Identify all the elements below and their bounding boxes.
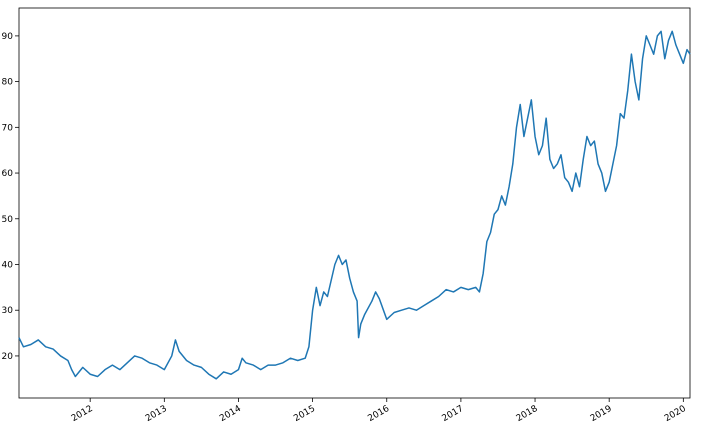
price-line bbox=[18, 30, 691, 380]
x-tick-label: 2020 bbox=[663, 404, 688, 424]
y-tick-label: 70 bbox=[2, 123, 14, 133]
plot-frame bbox=[18, 7, 691, 399]
y-tick-label: 90 bbox=[2, 32, 14, 42]
x-tick-label: 2014 bbox=[218, 404, 243, 424]
x-tick-label: 2019 bbox=[589, 404, 614, 424]
y-tick-label: 80 bbox=[2, 78, 14, 88]
x-tick-label: 2016 bbox=[366, 404, 391, 424]
y-tick-label: 60 bbox=[2, 169, 14, 179]
y-tick-label: 20 bbox=[2, 352, 14, 362]
y-tick-label: 40 bbox=[2, 260, 14, 270]
x-tick-label: 2013 bbox=[144, 404, 169, 424]
x-tick-label: 2018 bbox=[515, 404, 540, 424]
y-tick-label: 50 bbox=[2, 215, 14, 225]
x-tick-label: 2012 bbox=[70, 404, 95, 424]
y-tick-label: 30 bbox=[2, 306, 14, 316]
x-tick-label: 2017 bbox=[441, 404, 466, 424]
x-tick-label: 2015 bbox=[292, 404, 317, 424]
